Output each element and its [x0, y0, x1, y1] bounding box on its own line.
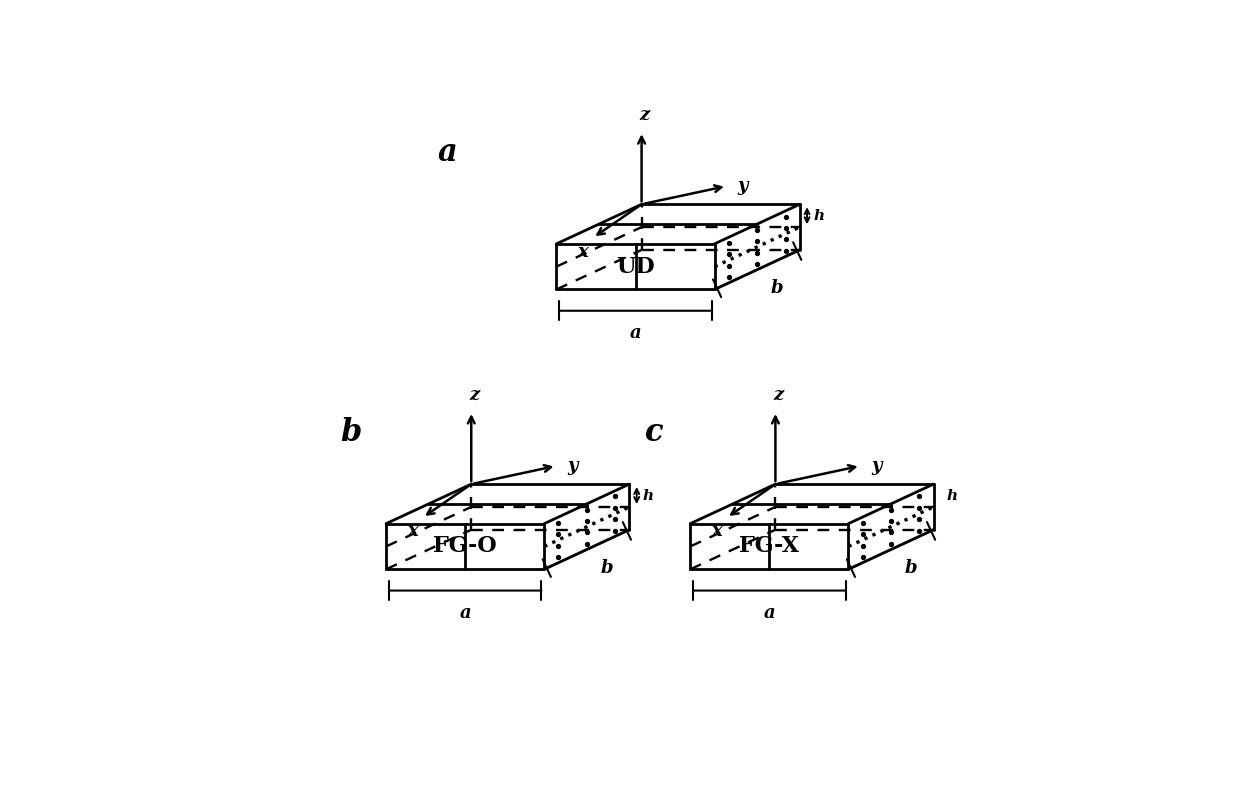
Text: b: b — [904, 559, 918, 577]
Text: x: x — [407, 522, 418, 540]
Text: y: y — [738, 177, 748, 195]
Text: a: a — [459, 604, 471, 622]
Text: a: a — [764, 604, 775, 622]
Text: FG-X: FG-X — [739, 536, 800, 558]
Text: z: z — [469, 386, 480, 404]
Text: a: a — [630, 324, 641, 342]
Text: b: b — [770, 279, 784, 297]
Text: h: h — [813, 209, 825, 223]
Text: a: a — [438, 137, 458, 168]
Text: x: x — [578, 243, 588, 261]
Text: y: y — [872, 457, 882, 475]
Text: y: y — [568, 457, 578, 475]
Text: h: h — [642, 488, 653, 502]
Text: z: z — [640, 106, 650, 124]
Text: b: b — [341, 417, 362, 448]
Text: c: c — [645, 417, 663, 448]
Text: UD: UD — [616, 256, 655, 277]
Text: z: z — [774, 386, 784, 404]
Text: FG-O: FG-O — [433, 536, 497, 558]
Text: h: h — [947, 488, 959, 502]
Text: b: b — [600, 559, 613, 577]
Text: x: x — [711, 522, 722, 540]
